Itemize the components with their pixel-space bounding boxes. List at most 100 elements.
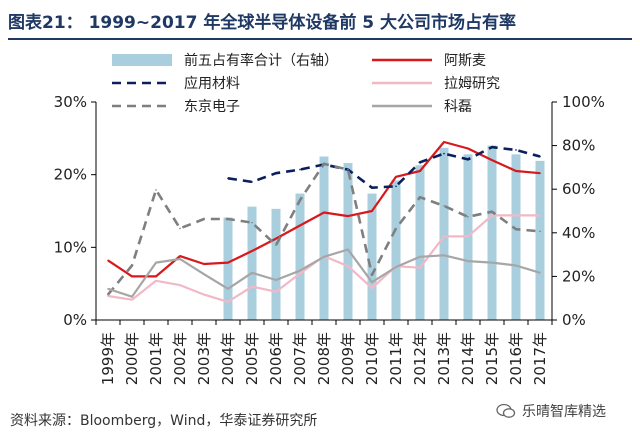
point-3-12 [395,227,397,230]
legend-label: 科磊 [444,99,472,115]
x-tick-label: 2006年 [267,332,285,385]
point-0-15 [467,147,469,150]
point-1-16 [491,146,493,148]
point-4-0 [107,287,109,290]
bar-2004年 [223,217,233,320]
point-2-11 [371,287,373,289]
legend-label: 阿斯麦 [444,53,486,69]
point-4-15 [467,260,469,262]
bar-2005年 [247,206,257,320]
point-0-11 [371,210,373,212]
point-2-6 [251,285,253,288]
right-tick-label: 60% [562,180,595,198]
point-2-2 [155,279,157,282]
point-3-16 [491,210,493,213]
point-3-7 [275,244,277,246]
x-tick-label: 2017年 [531,332,549,385]
point-2-18 [539,214,541,217]
left-tick-label: 30% [54,93,87,111]
bar-2009年 [343,163,353,320]
right-tick-label: 80% [562,137,595,155]
point-0-9 [323,211,325,214]
point-0-8 [299,224,301,227]
x-tick-label: 2002年 [171,332,189,385]
x-tick-label: 2004年 [219,332,237,385]
point-4-18 [539,271,541,274]
point-4-10 [347,248,349,251]
bar-2015年 [487,145,497,320]
x-tick-label: 2008年 [315,332,333,385]
point-2-1 [131,298,133,301]
point-3-14 [443,205,445,207]
point-3-6 [251,221,253,224]
legend-label: 前五占有率合计（右轴） [184,52,338,69]
point-0-12 [395,176,397,178]
bar-2011年 [391,180,401,320]
point-4-1 [131,295,133,298]
title-rule [8,38,632,40]
point-4-14 [443,254,445,257]
point-2-13 [419,266,421,269]
point-2-8 [299,272,301,275]
legend-label: 东京电子 [184,99,240,115]
x-tick-label: 2011年 [387,332,405,385]
point-2-14 [443,235,445,238]
x-tick-label: 2000年 [123,332,141,385]
point-1-5 [227,177,229,180]
point-3-9 [323,162,325,165]
point-4-5 [227,287,229,290]
point-3-0 [107,293,109,296]
point-1-8 [299,168,301,171]
wechat-icon [496,403,516,419]
bar-2017年 [535,160,545,320]
point-4-9 [323,255,325,258]
point-0-7 [275,237,277,240]
point-3-3 [179,227,181,230]
point-3-4 [203,218,205,220]
point-0-14 [443,141,445,143]
point-4-3 [179,258,181,260]
point-2-4 [203,293,205,296]
x-tick-label: 2001年 [147,332,165,385]
bar-2012年 [415,165,425,320]
point-4-11 [371,281,373,284]
point-0-5 [227,261,229,264]
point-4-2 [155,261,157,264]
series-line-1 [227,145,541,189]
point-3-13 [419,196,421,198]
point-2-7 [275,290,277,293]
point-2-16 [491,214,493,217]
x-tick-label: 2015年 [483,332,501,385]
right-tick-label: 40% [562,224,595,242]
point-0-1 [131,275,133,278]
point-3-2 [155,189,157,191]
point-2-15 [467,235,469,238]
point-4-6 [251,271,253,274]
point-0-3 [179,255,181,257]
left-tick-label: 20% [54,166,87,184]
x-tick-label: 1999年 [99,332,117,385]
right-tick-label: 100% [562,93,605,111]
bar-2008年 [319,156,329,320]
point-3-5 [227,218,229,220]
x-tick-label: 2012年 [411,332,429,385]
point-3-10 [347,168,349,171]
x-tick-label: 2009年 [339,332,357,385]
right-tick-label: 0% [562,311,586,329]
point-0-2 [155,275,157,278]
left-tick-label: 0% [63,311,87,329]
point-3-1 [131,264,133,267]
point-1-17 [515,149,517,151]
legend-label: 拉姆研究 [444,76,500,92]
x-tick-label: 2016年 [507,332,525,385]
point-1-12 [395,185,397,188]
point-1-13 [419,161,421,164]
point-3-18 [539,230,541,233]
bar-2010年 [367,193,377,320]
point-4-7 [275,279,277,281]
point-2-0 [107,295,109,297]
point-4-8 [299,269,301,272]
point-1-14 [443,152,445,155]
x-tick-label: 2003年 [195,332,213,385]
